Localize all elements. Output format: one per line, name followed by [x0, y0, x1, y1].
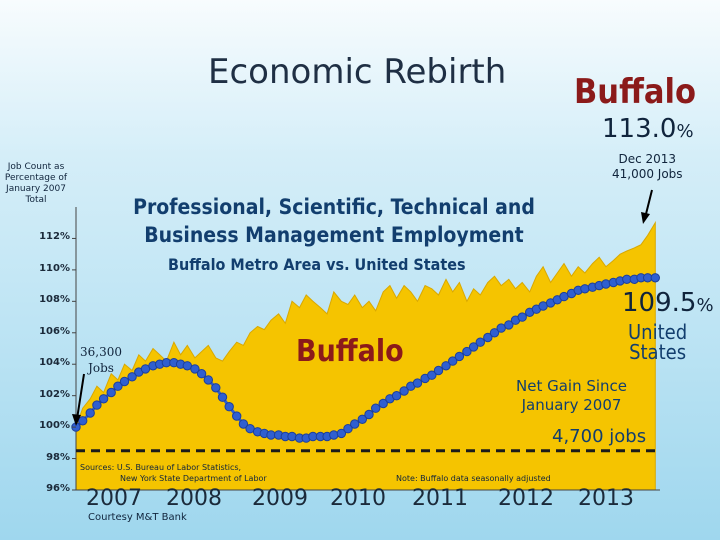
us-data-point	[475, 337, 485, 347]
us-data-point	[350, 419, 360, 429]
us-data-point	[441, 361, 451, 371]
buffalo-percent-label: 113.0%	[602, 114, 694, 144]
start-point-note: 36,300 Jobs	[80, 344, 122, 376]
us-data-point	[190, 364, 200, 374]
x-tick-label: 2010	[330, 486, 386, 511]
us-data-point	[462, 346, 472, 357]
us-data-point	[364, 409, 374, 420]
chart-title: Professional, Scientific, Technical and …	[133, 195, 535, 247]
us-data-point	[238, 419, 249, 429]
us-data-point	[98, 394, 109, 404]
sources-line1: Sources: U.S. Bureau of Labor Statistics…	[80, 463, 242, 472]
end-jobs: 41,000 Jobs	[612, 167, 683, 181]
us-data-point	[517, 312, 527, 322]
slide-title: Economic Rebirth	[208, 52, 507, 92]
buffalo-area	[75, 220, 656, 491]
end-arrow-head	[641, 212, 650, 224]
x-tick-label: 2007	[86, 486, 142, 511]
end-point-note: Dec 2013 41,000 Jobs	[612, 152, 683, 182]
us-data-point	[106, 387, 116, 398]
us-data-point	[203, 375, 214, 385]
sources-line2: New York State Department of Labor	[120, 474, 267, 483]
sources-note: Sources: U.S. Bureau of Labor Statistics…	[80, 462, 267, 484]
us-percent-value: 109.5	[622, 288, 697, 318]
gain-line2: January 2007	[521, 396, 622, 414]
city-title: Buffalo	[574, 72, 697, 112]
us-data-point	[78, 416, 88, 426]
us-data-point	[504, 320, 514, 330]
start-arrow-line	[76, 373, 85, 420]
us-label-line2: States	[629, 340, 687, 364]
us-data-point	[343, 424, 353, 434]
us-data-point	[92, 400, 102, 410]
us-series-label: United States	[628, 322, 687, 362]
us-data-point	[483, 332, 493, 343]
y-tick-label: 102%	[39, 388, 70, 400]
gain-line1: Net Gain Since	[516, 377, 628, 395]
us-label-line1: United	[628, 320, 688, 344]
y-tick-label: 100%	[39, 420, 70, 432]
plot-layer	[71, 207, 660, 491]
us-data-point	[580, 284, 590, 294]
us-data-point	[391, 391, 402, 401]
chart-subtitle: Buffalo Metro Area vs. United States	[168, 255, 466, 274]
y-tick-label: 104%	[39, 357, 70, 369]
us-data-point	[211, 383, 221, 393]
us-data-point	[232, 411, 242, 421]
net-gain-note: Net Gain Since January 2007	[516, 377, 627, 415]
us-percent-label: 109.5%	[622, 288, 714, 318]
us-data-point	[127, 372, 137, 382]
us-data-point	[433, 365, 444, 376]
y-tick-label: 110%	[39, 262, 70, 274]
start-jobs-unit: Jobs	[88, 361, 114, 375]
x-tick-label: 2008	[166, 486, 222, 511]
y-tick-label: 108%	[39, 294, 70, 306]
x-tick-label: 2012	[498, 486, 554, 511]
start-jobs: 36,300	[80, 345, 122, 359]
us-data-point	[468, 342, 479, 352]
end-date: Dec 2013	[618, 152, 677, 166]
y-tick-label: 106%	[39, 325, 70, 337]
us-data-point	[224, 402, 234, 412]
y-tick-label: 96%	[46, 483, 70, 494]
buffalo-series-label: Buffalo	[296, 334, 404, 369]
us-data-point	[371, 403, 381, 413]
us-data-point	[454, 351, 465, 362]
us-data-point	[399, 386, 409, 396]
y-axis-label: Job Count as Percentage of January 2007 …	[4, 162, 68, 205]
us-data-point	[448, 356, 458, 366]
us-data-point	[217, 392, 228, 402]
start-arrow-head	[72, 414, 81, 426]
annotation-layer	[72, 189, 653, 426]
adjustment-note: Note: Buffalo data seasonally adjusted	[396, 474, 551, 483]
slide-top-band	[0, 0, 720, 150]
net-gain-value: 4,700 jobs	[552, 426, 647, 447]
x-tick-label: 2013	[578, 486, 634, 511]
us-percent-unit: %	[696, 295, 714, 316]
y-tick-label: 98%	[46, 451, 70, 463]
x-tick-label: 2011	[412, 486, 468, 511]
us-data-point	[378, 398, 388, 409]
buffalo-percent-unit: %	[676, 121, 694, 142]
us-data-point	[287, 431, 297, 442]
us-data-point	[196, 369, 207, 379]
us-data-point	[119, 376, 130, 387]
us-data-point	[412, 378, 423, 388]
us-data-point	[85, 408, 95, 418]
us-data-point	[601, 279, 611, 289]
us-data-point	[650, 273, 660, 283]
us-data-point	[427, 370, 437, 380]
x-tick-label: 2009	[252, 486, 308, 511]
us-data-point	[489, 328, 500, 338]
buffalo-percent-value: 113.0	[602, 114, 677, 144]
us-data-point	[357, 414, 367, 424]
us-data-point	[336, 428, 347, 439]
y-tick-label: 112%	[39, 231, 70, 243]
courtesy-note: Courtesy M&T Bank	[88, 512, 187, 523]
us-data-point	[113, 381, 123, 391]
us-data-point	[329, 430, 339, 440]
